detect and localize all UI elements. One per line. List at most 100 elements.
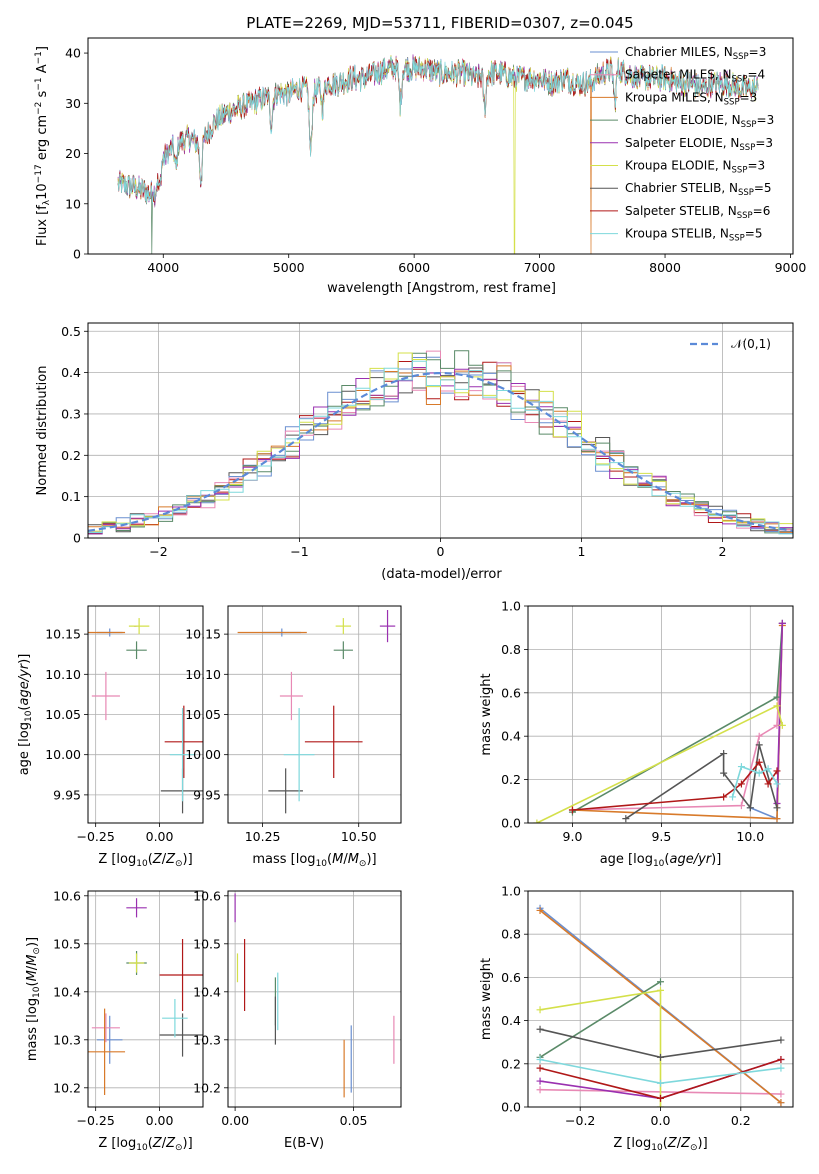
weight-marker — [773, 767, 781, 775]
age-vs-Z-xlabel: Z [log10(Z/Z⊙)] — [98, 852, 192, 869]
errorbar-point — [91, 1013, 120, 1043]
weight-marker — [755, 732, 763, 740]
x-tick-label: −0.25 — [77, 1113, 115, 1128]
weight-marker — [764, 765, 772, 773]
errorbar-point — [126, 641, 147, 660]
y-tick-label: 0 — [73, 531, 81, 546]
weight-marker — [773, 693, 781, 701]
legend-entry: Salpeter STELIB, NSSP=6 — [625, 204, 770, 221]
age-vs-Z-frame — [87, 605, 204, 824]
errorbar-point — [162, 999, 188, 1038]
y-tick-label: 10.05 — [45, 707, 81, 722]
weight-series-6 — [625, 744, 778, 820]
legend-entry: Salpeter ELODIE, NSSP=3 — [625, 136, 773, 153]
y-tick-label: 10.10 — [45, 667, 81, 682]
weight-marker — [764, 780, 772, 788]
spectrum-series-8 — [117, 56, 759, 204]
errorbar-point — [283, 708, 315, 802]
x-tick-label: 0.00 — [146, 829, 174, 844]
y-tick-label: 10.3 — [53, 1032, 81, 1047]
y-tick-label: 10.00 — [45, 747, 81, 762]
weight-marker — [720, 769, 728, 777]
weight-marker — [773, 702, 781, 710]
x-tick-label: 0.00 — [146, 1113, 174, 1128]
y-tick-label: 10 — [65, 196, 81, 211]
residuals-xlabel: (data-model)/error — [381, 567, 502, 582]
y-tick-label: 10.6 — [193, 888, 221, 903]
errorbar-point — [96, 1015, 123, 1064]
spectrum-axes: 4000 5000 6000 7000 8000 9000 0 10 20 30 40 — [65, 46, 806, 275]
x-tick-label: −0.2 — [565, 1113, 595, 1128]
weight-marker — [536, 1077, 544, 1085]
y-tick-label: 0.4 — [61, 365, 81, 380]
age-vs-mass-axes: 10.25 10.50 9.95 10.00 10.05 10.10 10.15 — [185, 606, 401, 844]
y-tick-label: 0.6 — [501, 970, 521, 985]
y-tick-label: 10.2 — [193, 1080, 221, 1095]
y-tick-label: 1.0 — [501, 884, 521, 899]
histogram-series-5 — [88, 352, 793, 538]
y-tick-label: 10.00 — [185, 747, 221, 762]
y-tick-label: 9.95 — [53, 787, 81, 802]
errorbar-point — [164, 705, 203, 778]
weight-series-7 — [572, 760, 778, 811]
y-tick-label: 1.0 — [501, 599, 521, 614]
weight-marker — [657, 1103, 664, 1107]
errorbar-point — [379, 610, 396, 643]
x-tick-label: 8000 — [649, 260, 681, 275]
x-tick-label: 0 — [437, 544, 445, 559]
x-tick-label: 6000 — [398, 260, 430, 275]
x-tick-label: 0.00 — [221, 1113, 249, 1128]
weight-marker — [737, 802, 745, 810]
x-tick-label: 9.5 — [651, 829, 671, 844]
weight-marker — [777, 1090, 785, 1098]
age-vs-Z-ylabel: age [log10(age/yr)] — [17, 654, 34, 776]
x-tick-label: −0.25 — [77, 829, 115, 844]
weight-vs-Z-xlabel: Z [log10(Z/Z⊙)] — [613, 1136, 707, 1153]
y-tick-label: 30 — [65, 96, 81, 111]
x-tick-label: 9000 — [775, 260, 807, 275]
errorbar-point — [335, 618, 352, 635]
x-tick-label: 0.2 — [731, 1113, 751, 1128]
errorbar-point — [333, 641, 353, 660]
residuals-frame — [87, 322, 794, 539]
errorbar-point — [268, 768, 303, 814]
errorbar-point — [159, 1013, 203, 1057]
weight-marker — [568, 806, 576, 814]
y-tick-label: 0.4 — [501, 1013, 521, 1028]
legend-entry: Chabrier STELIB, NSSP=5 — [625, 181, 772, 198]
weight-marker — [777, 1099, 785, 1107]
weight-marker — [533, 819, 541, 823]
x-tick-label: 0.0 — [651, 1113, 671, 1128]
figure-title: PLATE=2269, MJD=53711, FIBERID=0307, z=0… — [246, 14, 633, 32]
weight-marker — [737, 780, 745, 788]
weight-marker — [536, 1064, 544, 1072]
y-tick-label: 0.8 — [501, 642, 521, 657]
weight-marker — [657, 1094, 664, 1102]
normal-reference-curve — [88, 372, 793, 532]
legend-entry: Kroupa MILES, NSSP=3 — [625, 90, 757, 107]
weight-vs-age-axes: 9.0 9.5 10.0 0.0 0.2 0.4 0.6 0.8 1.0 — [501, 599, 793, 844]
x-tick-label: −2 — [149, 544, 167, 559]
y-tick-label: 10.05 — [185, 707, 221, 722]
x-tick-label: 10.25 — [245, 829, 281, 844]
weight-marker — [755, 769, 763, 777]
spectrum-ylabel: Flux [fλ10−17 erg cm−2 s−1 A−1] — [34, 46, 52, 246]
y-tick-label: 0.4 — [501, 729, 521, 744]
y-tick-label: 0.2 — [501, 772, 521, 787]
y-tick-label: 10.2 — [53, 1080, 81, 1095]
y-tick-label: 0.8 — [501, 927, 521, 942]
errorbar-point — [126, 898, 147, 918]
x-tick-label: 9.0 — [563, 829, 583, 844]
age-vs-Z-axes: −0.25 0.00 9.95 10.00 10.05 10.10 10.15 — [45, 606, 203, 844]
mass-vs-Z-xlabel: Z [log10(Z/Z⊙)] — [98, 1136, 192, 1153]
weight-marker — [777, 1064, 785, 1072]
weight-vs-Z-ylabel: mass weight — [479, 958, 494, 1040]
weight-marker — [657, 1079, 664, 1087]
y-tick-label: 0.2 — [501, 1056, 521, 1071]
mass-vs-Z-frame — [87, 890, 204, 1108]
y-tick-label: 40 — [65, 46, 81, 61]
x-tick-label: 0.05 — [340, 1113, 368, 1128]
weight-marker — [729, 793, 737, 801]
weight-marker — [755, 741, 763, 749]
x-tick-label: 5000 — [273, 260, 305, 275]
